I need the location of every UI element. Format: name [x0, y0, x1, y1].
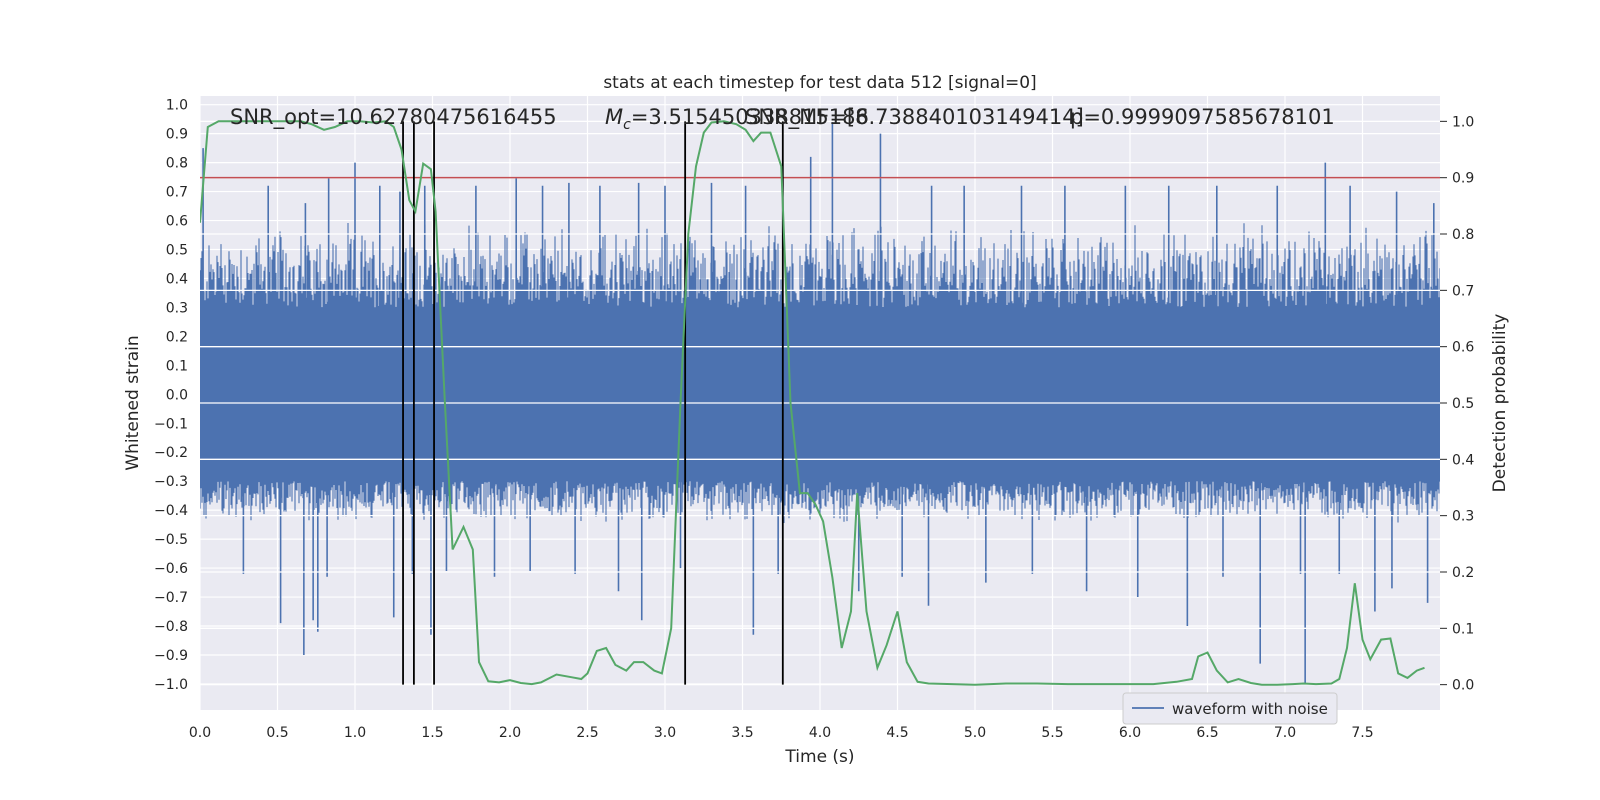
x-tick-label: 7.5: [1351, 725, 1373, 741]
x-tick-label: 1.0: [344, 725, 366, 741]
y-tick-label: −0.2: [154, 445, 188, 461]
x-tick-label: 6.5: [1196, 725, 1218, 741]
probability-line: [200, 120, 1425, 686]
strain-series: [200, 122, 1440, 684]
y2-tick-label: 0.3: [1452, 509, 1474, 525]
y2-tick-label: 0.0: [1452, 678, 1474, 694]
chart-title: stats at each timestep for test data 512…: [603, 73, 1036, 93]
y-tick-label: 0.1: [166, 358, 188, 374]
x-tick-label: 6.0: [1119, 725, 1141, 741]
y-tick-label: −0.3: [154, 474, 188, 490]
y-tick-label: 0.6: [166, 214, 188, 230]
y2-tick-label: 0.8: [1452, 227, 1474, 243]
y-ticks: 1.0 0.9 0.8 0.7 0.6 0.5 0.4 0.3 0.2 0.1 0.0 −0.1 −0.…: [154, 98, 188, 693]
y-tick-label: −0.9: [154, 648, 188, 664]
x-tick-label: 3.0: [654, 725, 676, 741]
y2-tick-label: 0.9: [1452, 171, 1474, 187]
x-tick-label: 0.0: [189, 725, 211, 741]
y-tick-label: −0.8: [154, 619, 188, 635]
y2-tick-label: 0.4: [1452, 452, 1474, 468]
x-tick-label: 1.5: [421, 725, 443, 741]
y-tick-label: −0.7: [154, 590, 188, 606]
x-tick-label: 0.5: [266, 725, 288, 741]
y2-tick-label: 1.0: [1452, 114, 1474, 130]
x-axis-label: Time (s): [784, 747, 854, 767]
y2-tick-label: 0.2: [1452, 565, 1474, 581]
annotation-snr-mf: SNR_MF=[8.738840103149414]: [745, 105, 1084, 130]
y-tick-label: 0.5: [166, 243, 188, 259]
legend-label: waveform with noise: [1172, 700, 1328, 718]
annotation-snr-opt: SNR_opt=10.62780475616455: [230, 105, 557, 130]
y-tick-label: −0.5: [154, 532, 188, 548]
y-tick-label: −0.6: [154, 561, 188, 577]
legend-box: [1122, 692, 1338, 725]
annotation-probability: p=0.9999097585678101: [1070, 105, 1335, 129]
y-tick-label: −1.0: [154, 677, 188, 693]
y-tick-label: −0.4: [154, 503, 188, 519]
y2-ticks: 1.0 0.9 0.8 0.7 0.6 0.5 0.4 0.3 0.2 0.1 0.0: [1440, 114, 1474, 694]
x-tick-label: 3.5: [731, 725, 753, 741]
strain-noise: [200, 223, 1440, 523]
y-tick-label: 0.2: [166, 329, 188, 345]
y-tick-label: 0.9: [166, 127, 188, 143]
x-tick-label: 2.0: [499, 725, 521, 741]
probability-series: [200, 120, 1425, 686]
x-tick-label: 2.5: [576, 725, 598, 741]
x-tick-label: 4.5: [886, 725, 908, 741]
annotation-chirp-mass: Mc=3.515450338815186: [605, 105, 869, 133]
y-tick-label: 1.0: [166, 98, 188, 114]
x-tick-label: 7.0: [1274, 725, 1296, 741]
y2-tick-label: 0.1: [1452, 621, 1474, 637]
y2-axis-label: Detection probability: [1490, 314, 1510, 493]
y-tick-label: −0.1: [154, 416, 188, 432]
y-tick-label: 0.3: [166, 300, 188, 316]
legend: waveform with noise: [1122, 692, 1338, 725]
event-lines: [402, 121, 784, 685]
y2-tick-label: 0.5: [1452, 396, 1474, 412]
x-ticks: 0.0 0.5 1.0 1.5 2.0 2.5 3.0 3.5 4.0 4.5 5.0 5.5 6.0 6…: [189, 725, 1374, 741]
x-tick-label: 4.0: [809, 725, 831, 741]
y-axis-label: Whitened strain: [123, 335, 143, 470]
y2-tick-label: 0.6: [1452, 340, 1474, 356]
y-tick-label: 0.8: [166, 156, 188, 172]
y-tick-label: 0.7: [166, 185, 188, 201]
y-tick-label: 0.0: [166, 387, 188, 403]
x-tick-label: 5.0: [964, 725, 986, 741]
x-tick-label: 5.5: [1041, 725, 1063, 741]
y2-tick-label: 0.7: [1452, 283, 1474, 299]
y-tick-label: 0.4: [166, 271, 188, 287]
